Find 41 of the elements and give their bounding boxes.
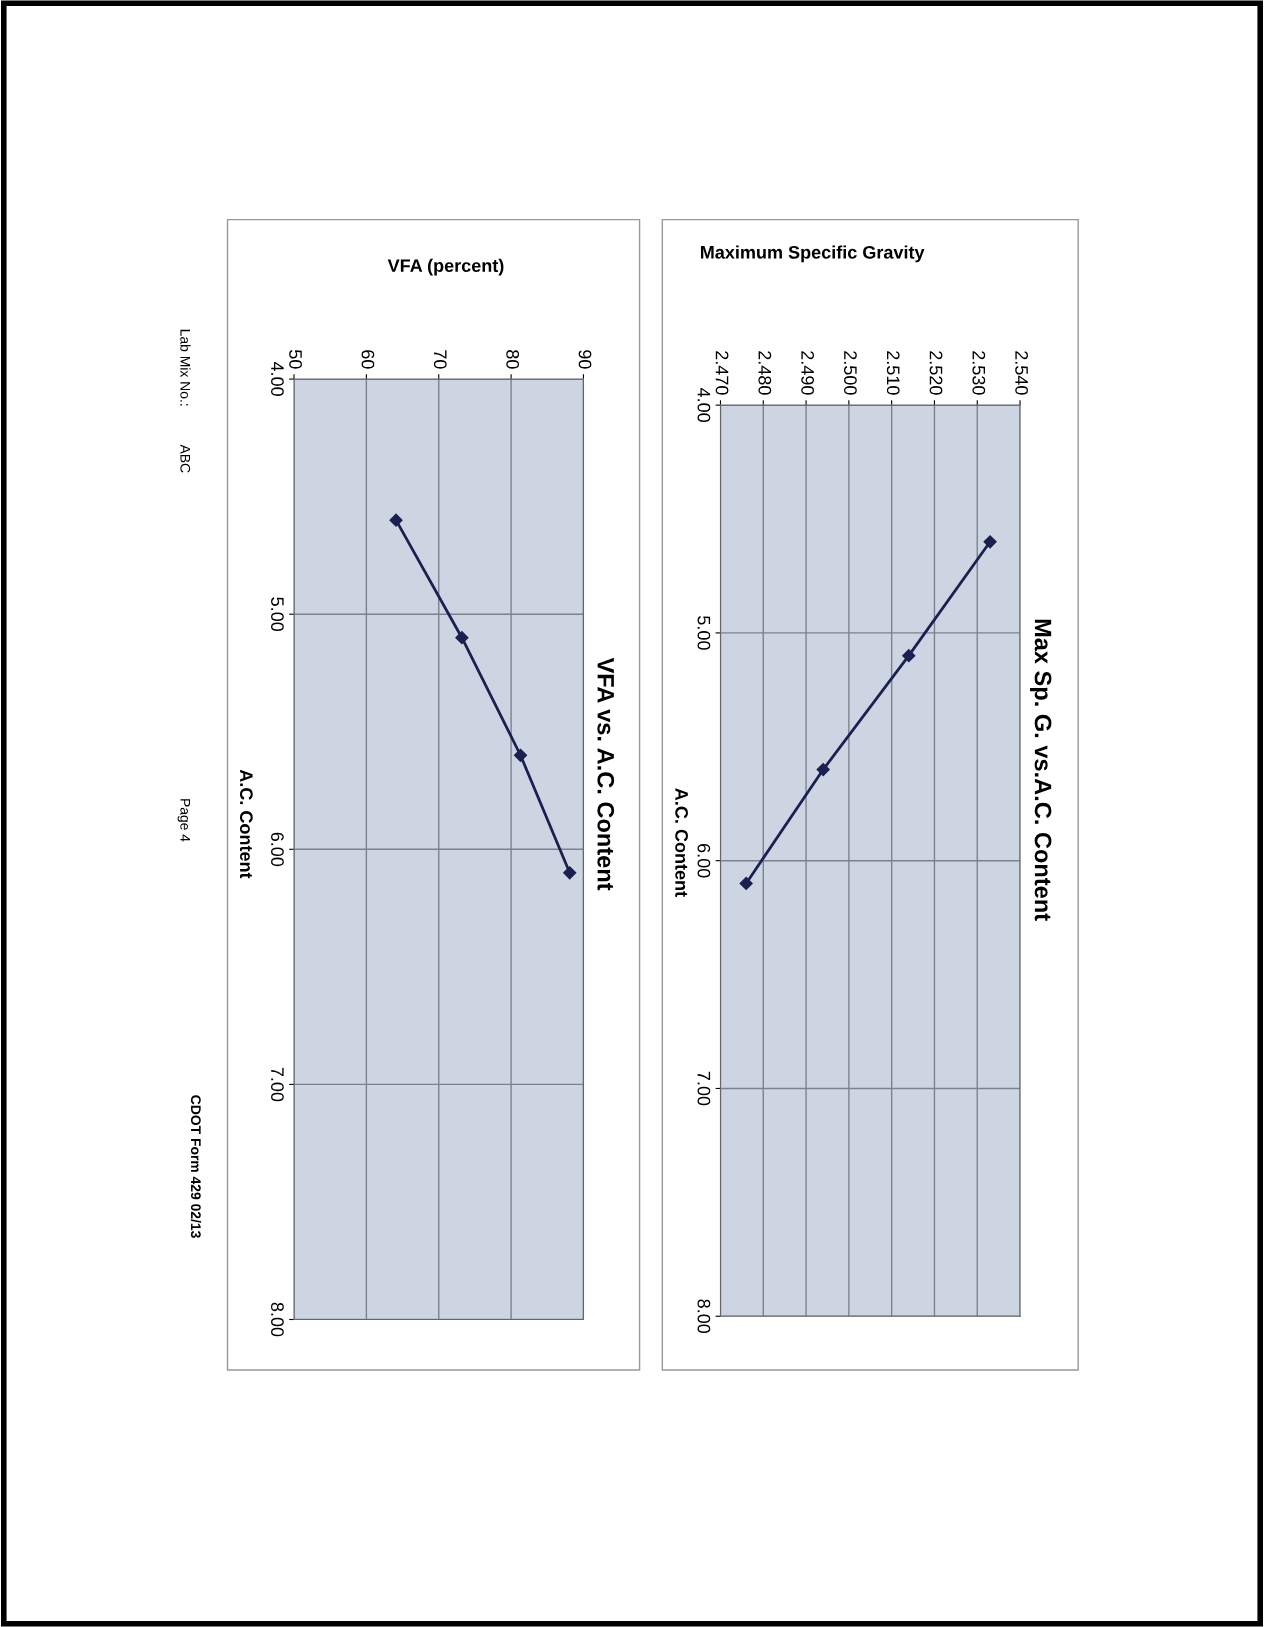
text: CDOT Form 429 02/13 xyxy=(190,1095,202,1238)
x-tick-label: 70 xyxy=(433,350,447,369)
x-tick-label: 80 xyxy=(506,350,520,369)
x-tick-label: 2.500 xyxy=(844,351,857,395)
x-tick-label: 2.540 xyxy=(1015,351,1028,395)
x-tick-label: 90 xyxy=(578,350,592,369)
y-tick-label: 6.00 xyxy=(697,844,711,878)
text: Max Sp. G. vs.A.C. Content xyxy=(1030,619,1052,921)
point xyxy=(389,513,403,527)
x-tick-label: 60 xyxy=(361,350,375,369)
x-tick-label: 50 xyxy=(289,350,302,369)
x-axis-title: VFA (percent) xyxy=(387,258,504,276)
point xyxy=(739,876,753,891)
y-tick-label: 6.00 xyxy=(271,832,284,867)
x-tick-label: 2.520 xyxy=(929,351,943,395)
y-axis-title: A.C. Content xyxy=(239,769,253,879)
point xyxy=(902,649,916,663)
point xyxy=(816,762,830,777)
y-tick-label: 8.00 xyxy=(697,1299,711,1334)
y-tick-label: 4.00 xyxy=(697,387,711,422)
x-tick-label: 2.530 xyxy=(972,351,986,395)
x-tick-label: 2.490 xyxy=(801,351,815,395)
point xyxy=(513,748,528,762)
x-tick-label: 2.480 xyxy=(758,351,772,395)
y-tick-label: 7.00 xyxy=(697,1071,711,1106)
text: Lab Mix No.: xyxy=(180,329,191,406)
point xyxy=(455,631,469,645)
y-tick-label: 4.00 xyxy=(271,361,284,396)
y-axis-title: A.C. Content xyxy=(675,788,688,897)
text: Page 4 xyxy=(177,799,190,842)
x-tick-label: 2.510 xyxy=(886,351,900,395)
y-tick-label: 5.00 xyxy=(697,616,711,650)
x-axis-title: Maximum Specific Gravity xyxy=(700,245,925,263)
y-tick-label: 8.00 xyxy=(271,1302,284,1337)
text: ABC xyxy=(180,444,191,473)
point xyxy=(563,866,577,880)
x-tick-label: 2.470 xyxy=(715,351,729,395)
y-tick-label: 7.00 xyxy=(271,1067,284,1102)
text: VFA vs. A.C. Content xyxy=(597,657,615,891)
point xyxy=(983,535,997,549)
y-tick-label: 5.00 xyxy=(271,597,284,632)
